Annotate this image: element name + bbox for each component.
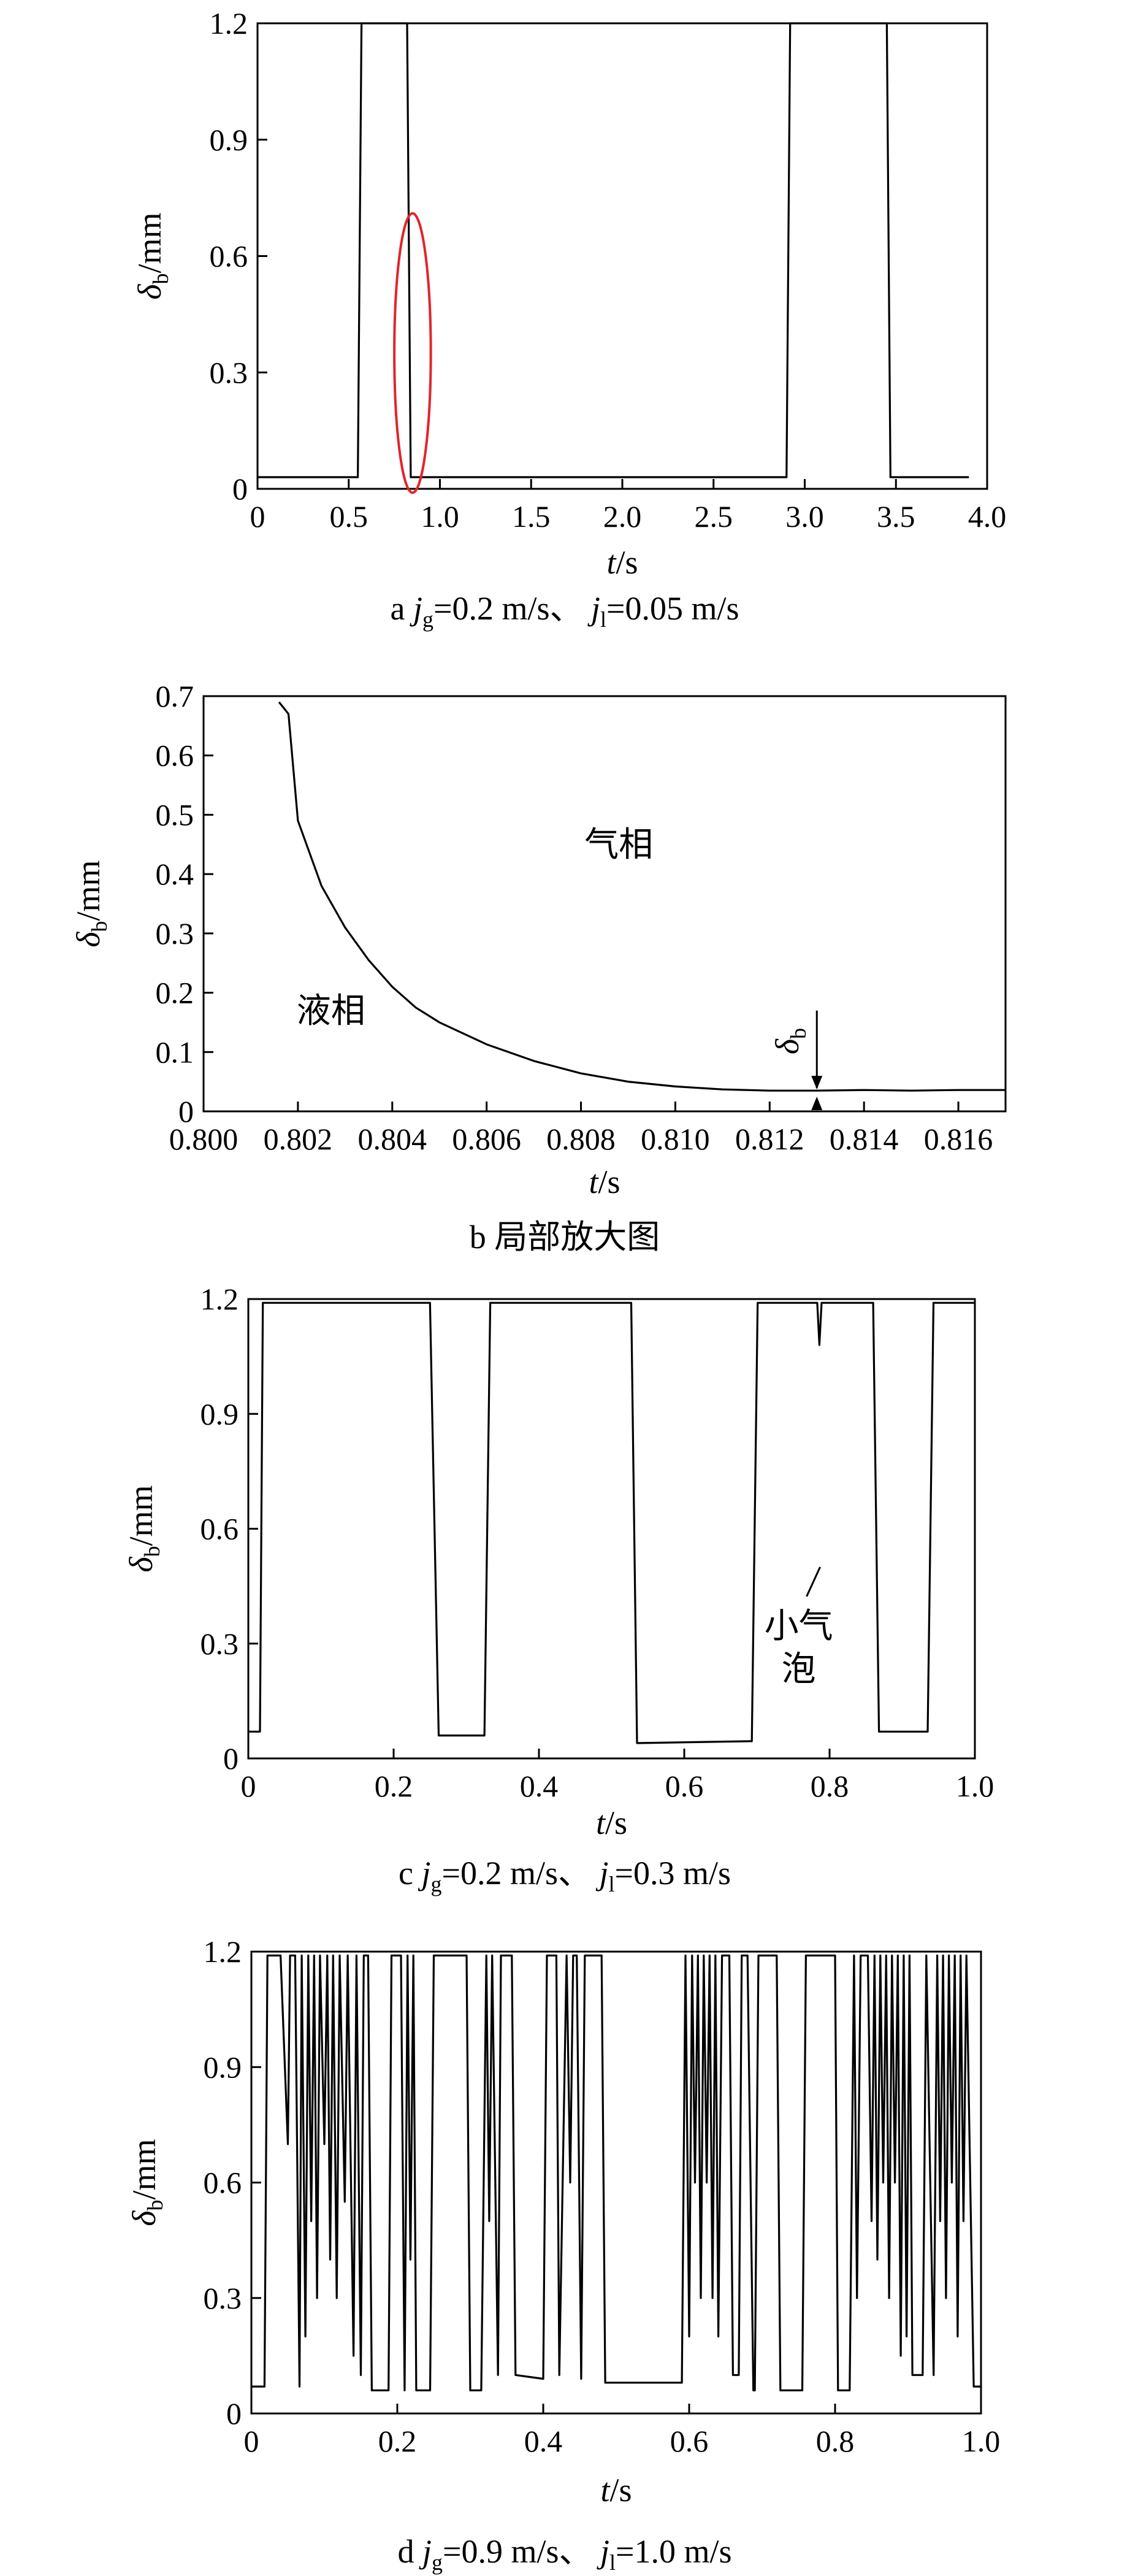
chart-d: 0 0.2 0.4 0.6 0.8 1.0 0 0.3 0.6 0.9 1.2 t/s δb/mm d j… bbox=[126, 1934, 1000, 2575]
chart-b-y-tick-label: 0.2 bbox=[156, 976, 194, 1010]
chart-c-y-tick-label: 0 bbox=[223, 1741, 239, 1776]
chart-a-x-tick-label: 0 bbox=[250, 499, 265, 534]
chart-b-series-line-0 bbox=[278, 701, 1006, 1092]
chart-d-y-tick-label: 0.3 bbox=[204, 2281, 242, 2315]
chart-b-y-tick-label: 0.7 bbox=[156, 679, 194, 713]
chart-b-y-tick-label: 0.4 bbox=[156, 857, 194, 891]
chart-a-x-tick-label: 0.5 bbox=[330, 499, 368, 534]
chart-a: 0 0.5 1.0 1.5 2.0 2.5 3.0 3.5 4.0 0 0.3 0.6 0.9 1.2 t/… bbox=[131, 6, 1006, 632]
chart-c-x-tick-label: 0.8 bbox=[811, 1769, 849, 1803]
chart-a-y-tick-label: 0.9 bbox=[210, 123, 248, 157]
chart-b-x-axis-label: t/s bbox=[589, 1163, 620, 1200]
chart-a-x-tick-label: 1.0 bbox=[421, 499, 459, 534]
chart-c-x-tick-label: 0.4 bbox=[520, 1769, 559, 1803]
chart-b-y-tick-label: 0 bbox=[178, 1094, 194, 1129]
chart-c-y-axis-label: δb/mm bbox=[123, 1485, 164, 1572]
chart-a-x-axis-label: t/s bbox=[606, 544, 638, 581]
chart-c-x-tick-label: 0.2 bbox=[375, 1769, 413, 1803]
chart-b-y-tick-label: 0.5 bbox=[156, 797, 194, 832]
chart-b-thickness-label: δb bbox=[769, 1028, 811, 1054]
chart-d-y-tick-label: 0 bbox=[226, 2396, 242, 2431]
chart-d-x-tick-label: 0.6 bbox=[670, 2424, 709, 2458]
chart-b-x-tick-label: 0.810 bbox=[641, 1122, 710, 1156]
chart-b: 0.800 0.802 0.804 0.806 0.808 0.810 0.812 0.814… bbox=[70, 679, 1007, 1255]
chart-d-y-tick-label: 1.2 bbox=[204, 1934, 242, 1969]
chart-a-plot-frame bbox=[256, 22, 988, 490]
chart-d-x-axis-label: t/s bbox=[600, 2472, 632, 2509]
chart-a-highlight-ellipse bbox=[393, 212, 432, 494]
chart-a-x-tick-label: 1.5 bbox=[512, 499, 551, 534]
chart-d-caption: d jg=0.9 m/s、 jl=1.0 m/s bbox=[397, 2533, 731, 2575]
chart-a-x-tick-label: 4.0 bbox=[968, 499, 1007, 534]
chart-b-y-tick-label: 0.6 bbox=[156, 738, 194, 773]
chart-a-x-tick-label: 2.5 bbox=[695, 499, 733, 534]
chart-c-x-axis-label: t/s bbox=[596, 1804, 627, 1841]
chart-b-x-tick-label: 0.812 bbox=[735, 1122, 804, 1156]
chart-c-bubble-leader-line bbox=[806, 1566, 821, 1597]
chart-b-y-tick-label: 0.3 bbox=[156, 916, 194, 951]
chart-b-y-axis-label: δb/mm bbox=[70, 860, 112, 947]
chart-d-y-tick-label: 0.9 bbox=[204, 2050, 242, 2084]
chart-c-y-tick-label: 0.3 bbox=[200, 1627, 239, 1661]
chart-a-y-axis-label: δb/mm bbox=[131, 212, 173, 299]
chart-a-caption: a jg=0.2 m/s、 jl=0.05 m/s bbox=[391, 590, 739, 632]
chart-c-y-tick-label: 0.9 bbox=[200, 1397, 239, 1431]
chart-a-y-tick-label: 1.2 bbox=[210, 6, 248, 40]
chart-b-x-tick-label: 0.816 bbox=[924, 1122, 993, 1156]
chart-b-x-tick-label: 0.800 bbox=[169, 1122, 239, 1156]
chart-b-thickness-arrowhead-up bbox=[811, 1097, 823, 1110]
chart-d-series-line-0 bbox=[251, 1954, 981, 2391]
chart-c-plot-frame bbox=[247, 1298, 976, 1760]
chart-a-series-line-0 bbox=[258, 22, 969, 478]
chart-b-gas-phase-label: 气相 bbox=[584, 825, 653, 865]
chart-c-bubble-label-line1: 小气 bbox=[765, 1606, 833, 1646]
chart-c-series-line-0 bbox=[248, 1301, 975, 1744]
chart-d-x-tick-label: 0.4 bbox=[524, 2424, 563, 2458]
chart-c-x-tick-label: 0.6 bbox=[665, 1769, 704, 1803]
chart-b-plot-frame bbox=[202, 695, 1007, 1113]
chart-c-y-tick-label: 0.6 bbox=[200, 1512, 239, 1546]
chart-a-x-tick-label: 3.0 bbox=[785, 499, 824, 534]
chart-b-liquid-phase-label: 液相 bbox=[297, 991, 365, 1031]
chart-d-x-tick-label: 0 bbox=[244, 2424, 259, 2458]
chart-b-x-tick-label: 0.806 bbox=[452, 1122, 521, 1156]
chart-b-x-tick-label: 0.802 bbox=[264, 1122, 333, 1156]
chart-b-caption: b 局部放大图 bbox=[470, 1219, 660, 1255]
chart-b-x-tick-label: 0.814 bbox=[830, 1122, 899, 1156]
chart-b-thickness-arrowhead-down bbox=[811, 1076, 823, 1090]
chart-d-x-tick-label: 1.0 bbox=[962, 2424, 1001, 2458]
chart-c-y-tick-label: 1.2 bbox=[200, 1282, 239, 1316]
chart-b-y-tick-label: 0.1 bbox=[156, 1035, 194, 1069]
chart-a-y-tick-label: 0 bbox=[232, 472, 248, 506]
chart-d-x-tick-label: 0.2 bbox=[378, 2424, 417, 2458]
chart-c-bubble-label-line2: 泡 bbox=[782, 1649, 816, 1689]
chart-a-y-tick-label: 0.3 bbox=[210, 355, 248, 389]
chart-a-y-tick-label: 0.6 bbox=[210, 239, 248, 274]
chart-b-x-tick-label: 0.804 bbox=[358, 1122, 427, 1156]
chart-d-x-tick-label: 0.8 bbox=[816, 2424, 855, 2458]
chart-c-x-tick-label: 0 bbox=[241, 1769, 256, 1803]
chart-c-caption: c jg=0.2 m/s、 jl=0.3 m/s bbox=[399, 1855, 731, 1896]
chart-d-y-axis-label: δb/mm bbox=[126, 2139, 167, 2226]
chart-b-x-tick-label: 0.808 bbox=[546, 1122, 616, 1156]
chart-a-x-tick-label: 3.5 bbox=[877, 499, 915, 534]
chart-d-y-tick-label: 0.6 bbox=[204, 2166, 242, 2200]
chart-a-x-tick-label: 2.0 bbox=[603, 499, 642, 534]
chart-c: 0 0.2 0.4 0.6 0.8 1.0 0 0.3 0.6 0.9 1.2 t/s δb/mm c j… bbox=[123, 1282, 994, 1896]
chart-c-x-tick-label: 1.0 bbox=[956, 1769, 994, 1803]
